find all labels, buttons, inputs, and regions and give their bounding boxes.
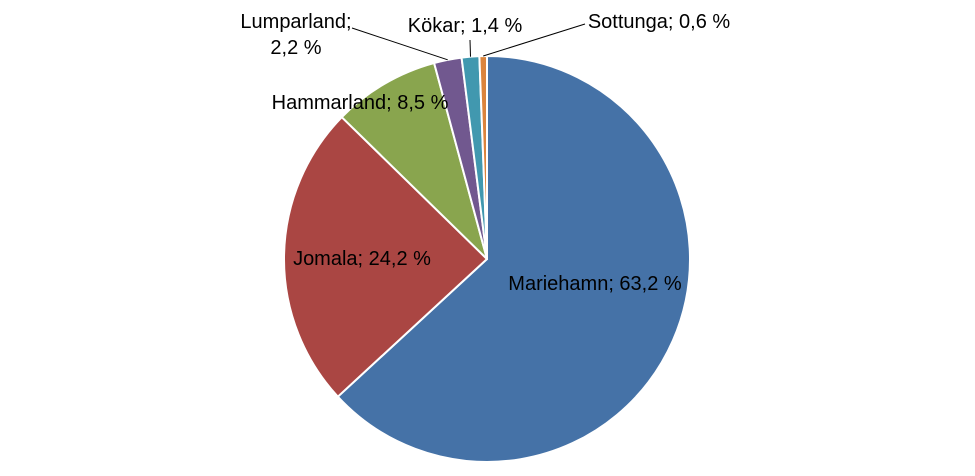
label-mariehamn: Mariehamn; 63,2 %	[508, 273, 682, 295]
leader-line-k-kar	[469, 39, 471, 57]
leader-line-lumparland	[351, 27, 448, 61]
label-sottunga: Sottunga; 0,6 %	[588, 11, 731, 33]
leader-line-sottunga	[483, 23, 586, 57]
leader-lines	[351, 23, 586, 61]
pie-slices	[283, 54, 691, 463]
label-lumparland-line2: 2,2 %	[270, 37, 321, 59]
label-lumparland-line1: Lumparland;	[240, 11, 351, 33]
label-hammarland: Hammarland; 8,5 %	[272, 92, 449, 114]
pie-slice-jomala	[283, 116, 488, 398]
label-kokar: Kökar; 1,4 %	[408, 15, 523, 37]
pie-slice-hammarland	[340, 62, 488, 260]
pie-slice-mariehamn	[336, 55, 691, 463]
label-jomala: Jomala; 24,2 %	[293, 248, 431, 270]
pie-slice-sottunga	[478, 54, 488, 260]
